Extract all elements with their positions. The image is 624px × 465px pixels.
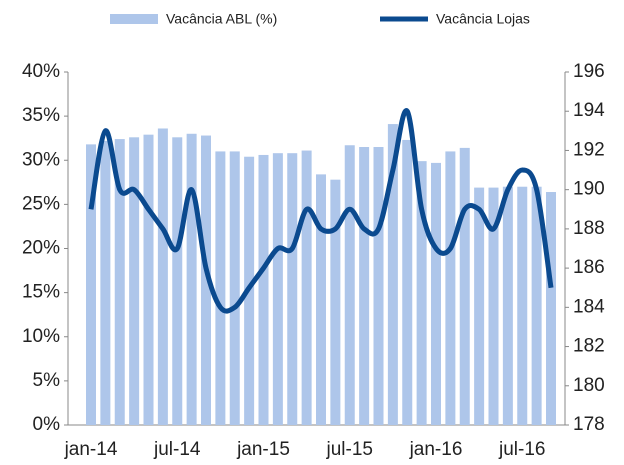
x-tick-label: jul-14 (153, 439, 201, 460)
bar (373, 147, 384, 425)
bar (86, 144, 96, 426)
bar (143, 134, 154, 425)
y-tick-label: 40% (22, 61, 60, 82)
y2-tick-label: 196 (573, 61, 605, 82)
y2-tick-label: 178 (573, 414, 605, 435)
legend-swatch (110, 14, 158, 24)
bar (258, 154, 269, 425)
legend-label: Vacância Lojas (436, 11, 530, 27)
bar (229, 151, 240, 426)
bar (387, 124, 398, 425)
bar (402, 139, 413, 425)
x-tick-label: jan-15 (236, 439, 290, 460)
bar (546, 192, 556, 425)
x-tick-label: jan-16 (409, 439, 463, 460)
y-tick-label: 20% (22, 238, 60, 259)
bar (114, 139, 125, 425)
legend-label: Vacância ABL (%) (166, 11, 277, 27)
y2-tick-label: 190 (573, 179, 605, 200)
bar (272, 153, 283, 425)
y-tick-label: 15% (22, 282, 60, 303)
bar (301, 150, 312, 426)
bar (186, 133, 197, 425)
bar (531, 186, 542, 425)
bar (215, 151, 226, 426)
y-tick-label: 30% (22, 149, 60, 170)
line (88, 108, 554, 314)
x-tick-label: jan-14 (64, 439, 118, 460)
y2-tick-label: 194 (573, 100, 605, 121)
y-tick-label: 5% (33, 370, 61, 391)
x-tick-label: jul-15 (326, 439, 373, 460)
bar (157, 128, 168, 426)
bar (287, 153, 298, 425)
bar (359, 147, 370, 425)
bar (316, 174, 326, 425)
y-tick-label: 35% (22, 105, 60, 126)
y-tick-label: 10% (22, 326, 60, 347)
bar (459, 147, 470, 425)
bar (416, 161, 427, 425)
y2-tick-label: 186 (573, 257, 605, 278)
y2-tick-label: 180 (573, 375, 605, 396)
bar (330, 179, 341, 425)
y2-tick-label: 184 (573, 296, 605, 317)
bar (431, 162, 441, 425)
bar (502, 186, 513, 425)
y-tick-label: 0% (33, 414, 61, 435)
y2-tick-label: 188 (573, 218, 605, 239)
y2-tick-label: 182 (573, 336, 605, 357)
bar (100, 140, 111, 425)
bar (172, 137, 183, 425)
bar (517, 186, 528, 425)
bar (201, 135, 211, 426)
bar (344, 145, 355, 425)
bar (488, 187, 499, 425)
bar (129, 137, 140, 425)
x-tick-label: jul-16 (498, 439, 545, 460)
y-tick-label: 25% (22, 193, 60, 214)
y2-tick-label: 192 (573, 139, 605, 160)
bar (445, 151, 456, 426)
bar (474, 187, 485, 425)
